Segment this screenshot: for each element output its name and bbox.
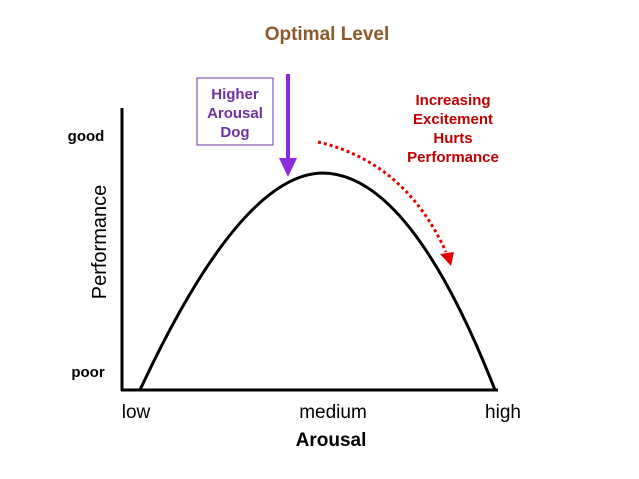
y-top-label: good	[68, 128, 105, 145]
annotation-line: Increasing	[415, 92, 490, 109]
red-arrowhead	[440, 252, 454, 266]
annotation-line: Hurts	[433, 130, 472, 147]
callout-line: Arousal	[207, 105, 263, 122]
callout-line: Dog	[220, 124, 249, 141]
annotation-line: Excitement	[413, 111, 493, 128]
performance-curve	[138, 171, 497, 391]
annotation-line: Performance	[407, 149, 499, 166]
callout-line: Higher	[211, 86, 259, 103]
title: Optimal Level	[265, 24, 390, 45]
purple-arrowhead	[279, 158, 297, 177]
x-tick-label: low	[122, 402, 151, 423]
x-axis-label: Arousal	[296, 430, 367, 451]
red-dotted-arrow	[317, 140, 448, 253]
y-bottom-label: poor	[71, 364, 104, 381]
x-tick-label: medium	[299, 402, 367, 423]
x-tick-label: high	[485, 402, 521, 423]
callout-box	[196, 77, 274, 146]
y-axis-label: Performance	[89, 185, 111, 300]
